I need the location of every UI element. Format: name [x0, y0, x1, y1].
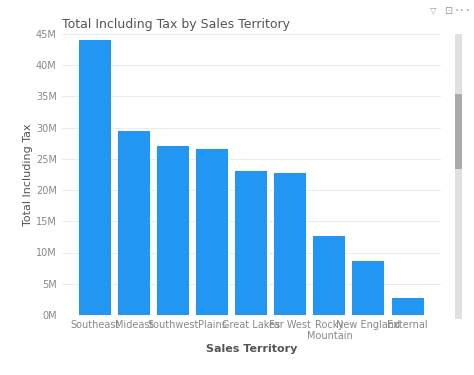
Text: ···: ··· [454, 6, 472, 16]
Bar [313, 236, 346, 315]
Text: ⊡: ⊡ [445, 6, 453, 16]
Bar [79, 40, 111, 315]
Y-axis label: Total Including Tax: Total Including Tax [23, 123, 33, 226]
X-axis label: Sales Territory: Sales Territory [206, 344, 297, 354]
Bar [392, 297, 424, 315]
Bar [157, 146, 189, 315]
Text: ▽: ▽ [429, 6, 436, 15]
Text: Total Including Tax by Sales Territory: Total Including Tax by Sales Territory [62, 18, 290, 31]
Bar [235, 171, 267, 315]
Bar [118, 130, 150, 315]
Bar [353, 261, 384, 315]
Bar [196, 149, 228, 315]
Bar [274, 173, 306, 315]
